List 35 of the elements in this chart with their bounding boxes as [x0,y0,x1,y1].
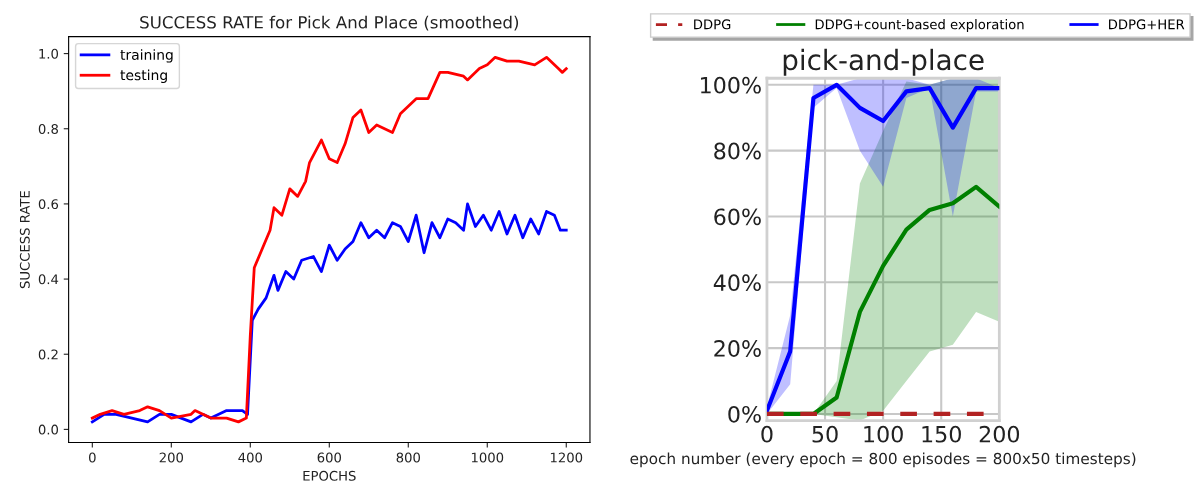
x-tick-label: 400 [238,452,263,463]
x-tick-label: 50 [812,425,838,443]
legend-label: DDPG [694,19,731,30]
x-tick-label: 0 [89,452,96,463]
x-tick-label: 1200 [550,452,583,463]
y-tick-label: 60% [714,208,761,226]
legend-label: testing [120,69,167,83]
y-tick-label: 100% [701,76,761,94]
x-tick-label: 800 [396,452,420,463]
y-axis-title: SUCCESS RATE [19,191,30,289]
x-tick-label: 600 [317,452,342,463]
x-tick-label: 200 [159,452,184,463]
y-tick-label: 40% [713,274,761,292]
y-tick-label: 0.2 [38,349,58,360]
x-axis-title: EPOCHS [303,470,356,481]
y-tick-label: 0.4 [38,274,59,285]
y-tick-label: 0% [728,405,761,423]
x-tick-label: 200 [979,425,1020,443]
y-tick-label: 0.8 [38,123,58,134]
x-tick-label: 150 [922,425,961,443]
chart-title: SUCCESS RATE for Pick And Place (smoothed) [140,15,519,31]
x-tick-label: 100 [864,425,903,443]
y-tick-label: 1.0 [39,48,59,59]
x-axis-title: epoch number (every epoch = 800 episodes = 800x50 timesteps) [630,452,1136,468]
chart-title: pick-and-place [783,48,984,76]
x-tick-label: 1000 [471,452,504,463]
x-tick-label: 0 [761,425,773,443]
legend-label: DDPG+count-based exploration [815,19,1024,32]
y-tick-label: 20% [714,340,761,357]
y-tick-label: 80% [714,142,761,160]
y-tick-label: 0.0 [38,424,59,435]
y-tick-label: 0.6 [38,199,59,210]
legend-label: DDPG+HER [1109,19,1185,30]
legend-label: training [120,49,173,63]
line-series [90,202,568,424]
